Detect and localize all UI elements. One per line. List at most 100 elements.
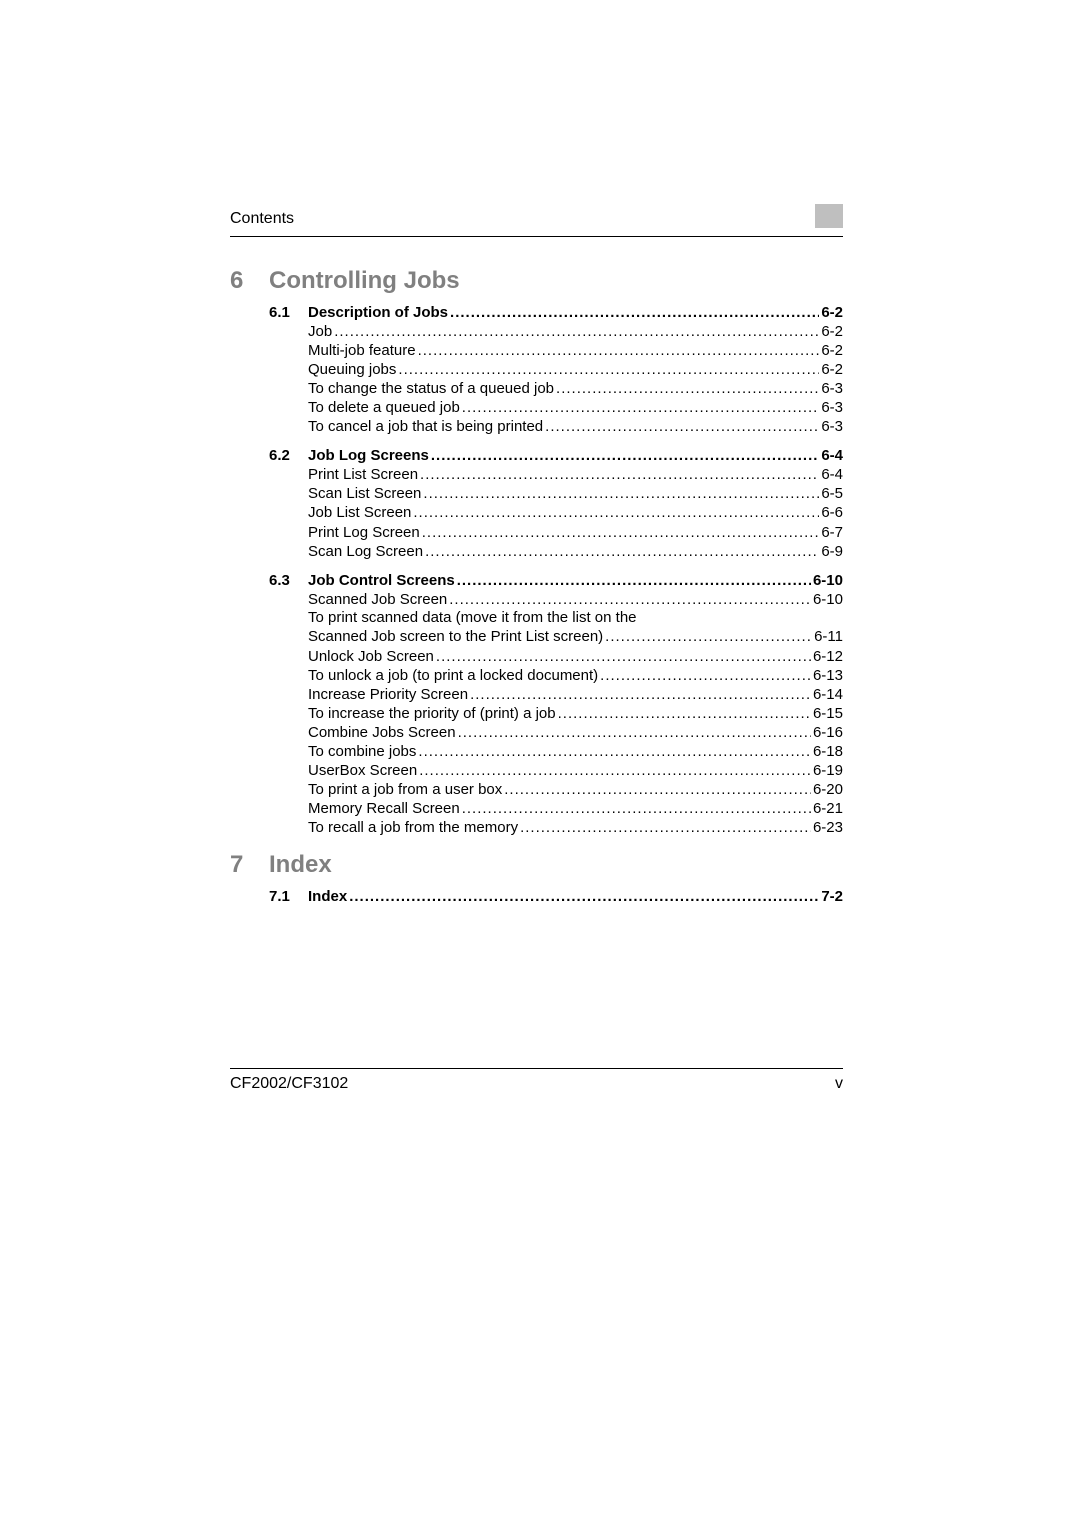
footer-row: CF2002/CF3102 v [230, 1075, 843, 1093]
toc-page-ref: 6-9 [821, 542, 843, 561]
toc-section-heading: Job Log Screens.........................… [308, 446, 843, 465]
toc-entry: To combine jobs.........................… [308, 742, 843, 761]
toc-section-title: Index [308, 887, 347, 906]
toc-entry: To print a job from a user box..........… [308, 780, 843, 799]
toc-entry-label: Combine Jobs Screen [308, 723, 456, 742]
toc-subentry-row: Job.....................................… [308, 322, 843, 341]
toc-page-ref: 6-4 [821, 465, 843, 484]
toc-leader: ........................................… [413, 503, 819, 522]
toc-entry-label: To increase the priority of (print) a jo… [308, 704, 556, 723]
toc-chapter-number: 7 [230, 851, 269, 879]
toc-subentry-row: To increase the priority of (print) a jo… [308, 704, 843, 723]
toc-entry: Job List Screen.........................… [308, 503, 843, 522]
toc-page-ref: 6-2 [821, 303, 843, 322]
toc-subentry-row: Scanned Job screen to the Print List scr… [308, 627, 843, 646]
toc-chapter-title: Index [269, 851, 332, 879]
toc-subentry-row: Scanned Job Screen......................… [308, 590, 843, 609]
toc-leader: ........................................… [349, 887, 819, 906]
toc-entry-label: Multi-job feature [308, 341, 416, 360]
toc-section-number: 7.1 [269, 887, 308, 906]
toc-entry-label: To unlock a job (to print a locked docum… [308, 666, 598, 685]
toc-subentry-row: Combine Jobs Screen.....................… [308, 723, 843, 742]
toc-section-row: 7.1Index................................… [230, 887, 843, 906]
toc-entry-label: Job List Screen [308, 503, 411, 522]
toc-leader: ........................................… [418, 742, 811, 761]
toc-page-ref: 6-6 [821, 503, 843, 522]
toc-leader: ........................................… [558, 704, 811, 723]
toc-leader: ........................................… [470, 685, 811, 704]
toc-section: 6.2Job Log Screens......................… [230, 446, 843, 560]
toc-entry: To change the status of a queued job....… [308, 379, 843, 398]
toc-page-ref: 6-3 [821, 379, 843, 398]
toc-entry-label: To cancel a job that is being printed [308, 417, 543, 436]
toc-leader: ........................................… [457, 571, 811, 590]
toc-leader: ........................................… [431, 446, 819, 465]
toc-entry: Queuing jobs............................… [308, 360, 843, 379]
toc-page-ref: 6-23 [813, 818, 843, 837]
toc-entry: To unlock a job (to print a locked docum… [308, 666, 843, 685]
toc-entry: Scanned Job Screen......................… [308, 590, 843, 609]
toc-subentry-row: To print a job from a user box..........… [308, 780, 843, 799]
toc-page-ref: 6-5 [821, 484, 843, 503]
toc-entry-label: UserBox Screen [308, 761, 417, 780]
toc-leader: ........................................… [600, 666, 811, 685]
toc-section-number: 6.3 [269, 571, 308, 590]
toc-leader: ........................................… [462, 799, 811, 818]
toc-entry: To cancel a job that is being printed...… [308, 417, 843, 436]
toc-section-heading: Job Control Screens.....................… [308, 571, 843, 590]
toc-page-ref: 6-4 [821, 446, 843, 465]
toc-subentry-row: Increase Priority Screen................… [308, 685, 843, 704]
toc-leader: ........................................… [520, 818, 811, 837]
toc-page-ref: 6-14 [813, 685, 843, 704]
toc-entry: To increase the priority of (print) a jo… [308, 704, 843, 723]
toc-page-ref: 6-16 [813, 723, 843, 742]
toc-page-ref: 6-7 [821, 523, 843, 542]
toc-section: 7.1Index................................… [230, 887, 843, 906]
toc-entry-label: Unlock Job Screen [308, 647, 434, 666]
toc-section-row: 6.2Job Log Screens......................… [230, 446, 843, 465]
toc-section-entry: Index...................................… [308, 887, 843, 906]
toc-subentry-row: Print List Screen.......................… [308, 465, 843, 484]
header-rule [230, 236, 843, 237]
toc-section-entry: Job Log Screens.........................… [308, 446, 843, 465]
toc-entry: Memory Recall Screen....................… [308, 799, 843, 818]
toc-entry-label: Queuing jobs [308, 360, 396, 379]
toc-subentry-row: Print Log Screen........................… [308, 523, 843, 542]
toc-entry-label: Job [308, 322, 332, 341]
toc-leader: ........................................… [423, 484, 819, 503]
toc-page-ref: 6-18 [813, 742, 843, 761]
toc-entry: Scan Log Screen.........................… [308, 542, 843, 561]
toc-page-ref: 6-21 [813, 799, 843, 818]
toc-entry-label: Print List Screen [308, 465, 418, 484]
toc-entry: Unlock Job Screen.......................… [308, 647, 843, 666]
toc-section-heading: Index...................................… [308, 887, 843, 906]
toc-section-title: Job Log Screens [308, 446, 429, 465]
toc-section-number: 6.1 [269, 303, 308, 322]
toc-leader: ........................................… [420, 465, 819, 484]
toc-subentry-row: Multi-job feature.......................… [308, 341, 843, 360]
toc-leader: ........................................… [436, 647, 811, 666]
toc-entry: Print Log Screen........................… [308, 523, 843, 542]
toc-page-ref: 7-2 [821, 887, 843, 906]
toc-leader: ........................................… [450, 303, 819, 322]
toc-chapter-heading: 7Index [230, 851, 843, 879]
toc-subentry-row: To unlock a job (to print a locked docum… [308, 666, 843, 685]
toc-page-ref: 6-2 [821, 322, 843, 341]
toc-entry-label: To print a job from a user box [308, 780, 502, 799]
toc-subentry-row: Queuing jobs............................… [308, 360, 843, 379]
toc-page-ref: 6-3 [821, 417, 843, 436]
toc-leader: ........................................… [418, 341, 820, 360]
toc-page-ref: 6-11 [814, 627, 843, 646]
toc-entry: UserBox Screen..........................… [308, 761, 843, 780]
toc-subentry-row: To cancel a job that is being printed...… [308, 417, 843, 436]
toc-entry-label: Scanned Job Screen [308, 590, 447, 609]
toc-page-ref: 6-2 [821, 360, 843, 379]
toc-section-entry: Description of Jobs.....................… [308, 303, 843, 322]
toc-page-ref: 6-19 [813, 761, 843, 780]
toc-subentry-row: Memory Recall Screen....................… [308, 799, 843, 818]
toc-section-heading: Description of Jobs.....................… [308, 303, 843, 322]
toc-section-row: 6.3Job Control Screens..................… [230, 571, 843, 590]
toc-section-row: 6.1Description of Jobs..................… [230, 303, 843, 322]
toc-section-number: 6.2 [269, 446, 308, 465]
toc-page-ref: 6-10 [813, 571, 843, 590]
